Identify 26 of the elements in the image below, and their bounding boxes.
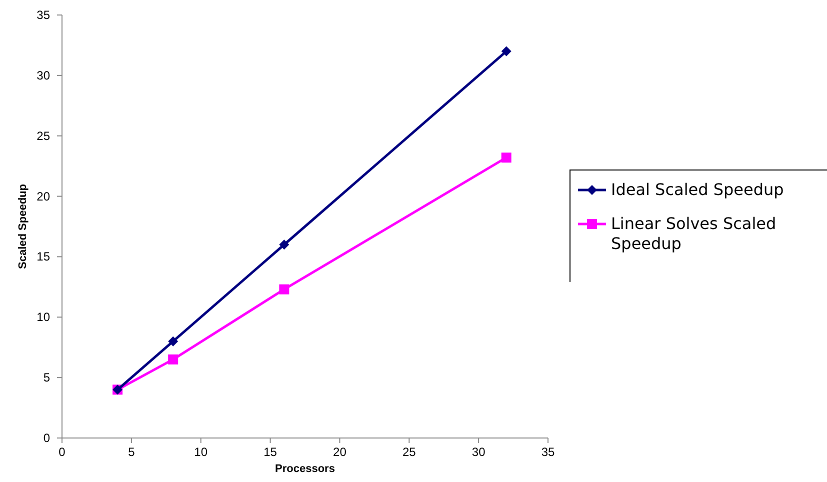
x-tick-label: 0 <box>58 445 66 459</box>
y-tick-label: 25 <box>36 128 50 143</box>
legend-label: Linear Solves Scaled Speedup <box>611 214 776 253</box>
x-tick-label: 35 <box>541 445 555 459</box>
y-tick-label: 5 <box>43 370 50 385</box>
y-tick-label: 10 <box>36 310 50 324</box>
point <box>279 284 290 294</box>
x-tick-label: 30 <box>472 445 486 459</box>
x-tick-label: 10 <box>194 445 208 459</box>
legend-label: Ideal Scaled Speedup <box>611 180 784 199</box>
y-tick-label: 0 <box>43 431 50 445</box>
y-tick-label: 20 <box>36 189 50 204</box>
x-tick-label: 5 <box>128 445 136 459</box>
point <box>501 46 512 56</box>
x-tick-label: 15 <box>264 445 278 459</box>
y-axis-title: Scaled Speedup <box>17 184 29 269</box>
point <box>168 354 178 364</box>
x-axis-title: Processors <box>275 463 335 475</box>
y-tick-label: 30 <box>36 68 50 82</box>
x-tick-label: 20 <box>333 445 347 459</box>
x-tick-label: 25 <box>402 445 416 459</box>
point <box>501 152 512 163</box>
y-tick-label: 35 <box>36 8 50 22</box>
y-tick-label: 15 <box>36 250 50 264</box>
point <box>279 240 290 250</box>
point <box>168 336 178 346</box>
